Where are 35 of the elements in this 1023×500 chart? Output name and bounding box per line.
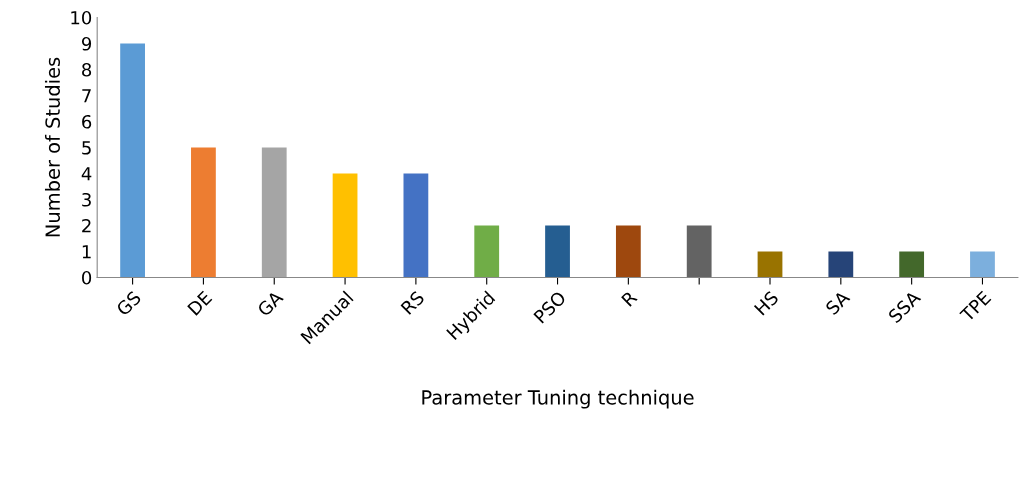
x-tick-label: GA	[256, 289, 285, 318]
x-tick-label: GS	[115, 290, 142, 317]
y-tick-label: 5	[82, 141, 91, 155]
x-tick-label: R	[621, 290, 638, 307]
bar	[899, 251, 925, 278]
y-tick-label: 10	[71, 10, 92, 25]
bar	[191, 147, 216, 278]
bar	[545, 225, 570, 278]
y-tick-label: 1	[82, 245, 91, 259]
y-tick-label: 0	[82, 270, 92, 285]
x-tick-label: RS	[400, 290, 426, 315]
x-tick-label: TPE	[959, 290, 992, 323]
y-axis-title: Number of Studies	[44, 57, 61, 237]
bar	[686, 225, 712, 278]
bar	[403, 173, 429, 278]
x-tick-label: SA	[824, 289, 851, 316]
bar	[757, 251, 783, 278]
y-tick-label: 8	[82, 62, 92, 77]
bar	[261, 147, 287, 278]
bar	[474, 225, 500, 278]
y-tick-label: 2	[82, 218, 91, 233]
x-tick-label: SSA	[887, 289, 922, 324]
y-tick-label: 9	[81, 36, 92, 51]
bar	[828, 251, 854, 278]
bar	[332, 173, 358, 278]
x-tick-label: DE	[187, 290, 213, 316]
x-axis-title: Parameter Tuning technique	[422, 389, 694, 409]
bar	[615, 225, 641, 278]
x-tick-label: HS	[753, 290, 780, 316]
bar	[970, 251, 995, 278]
y-tick-label: 3	[82, 192, 91, 207]
bar	[120, 43, 145, 278]
y-tick-label: 4	[81, 167, 92, 181]
y-tick-label: 6	[82, 114, 92, 129]
y-tick-label: 7	[82, 89, 91, 103]
